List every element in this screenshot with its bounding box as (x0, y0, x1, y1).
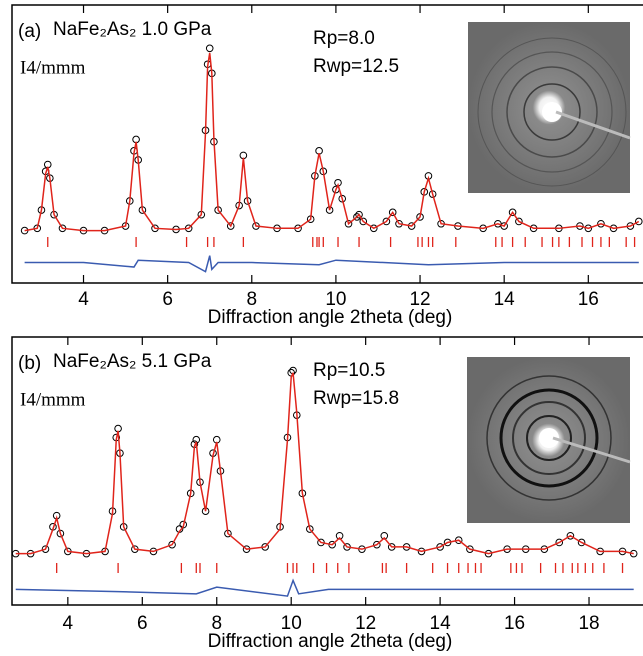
panel-label: (b) (18, 353, 41, 374)
observed-point (484, 549, 493, 558)
axis-frame (11, 336, 643, 606)
observed-point (226, 222, 235, 230)
x-tick-label: 4 (63, 613, 74, 634)
observed-point (355, 210, 363, 219)
x-tick-label: 8 (246, 289, 257, 310)
observed-point (205, 44, 214, 53)
observed-point (382, 217, 391, 226)
plot-area (20, 44, 643, 273)
difference-line (24, 255, 639, 273)
observed-point (359, 217, 368, 226)
observed-point (508, 208, 517, 217)
sample-label: NaFe₂As₂ 1.0 GPa (53, 19, 212, 40)
observed-point (515, 217, 523, 226)
observed-point (41, 545, 50, 553)
x-tick-label: 16 (504, 613, 525, 634)
x-tick-label: 10 (281, 613, 302, 634)
observed-point (388, 208, 397, 217)
sample-label: NaFe₂As₂ 5.1 GPa (53, 351, 212, 372)
r-factor: Rp=8.0 (313, 28, 375, 49)
observed-point (344, 219, 353, 228)
x-tick-label: 4 (78, 289, 89, 310)
plot-area (12, 366, 638, 597)
inset-image (468, 22, 631, 193)
observed-point (436, 543, 444, 551)
x-tick-label: 14 (430, 613, 452, 634)
observed-point (500, 222, 508, 230)
x-tick-label: 14 (494, 289, 516, 310)
calculated-line (15, 372, 634, 555)
inset-image (467, 357, 631, 523)
observed-point (566, 531, 575, 540)
observed-point (428, 190, 437, 198)
x-tick-label: 12 (409, 289, 430, 310)
x-tick-label: 6 (137, 613, 148, 634)
observed-point (373, 540, 381, 549)
axis-frame (11, 4, 643, 284)
observed-point (56, 529, 65, 538)
panel-label: (a) (18, 21, 41, 42)
x-axis-label: Diffraction angle 2theta (deg) (208, 307, 453, 328)
observed-point (168, 540, 176, 549)
observed-point (466, 545, 474, 553)
observed-point (369, 224, 378, 233)
x-tick-label: 6 (162, 289, 173, 310)
x-tick-label: 10 (325, 289, 346, 310)
r-factor: Rwp=15.8 (313, 388, 399, 409)
observed-point (597, 219, 605, 228)
space-group: I4/mmm (20, 389, 86, 410)
x-tick-label: 18 (578, 613, 599, 634)
r-factor: Rwp=12.5 (313, 56, 399, 77)
calculated-line (24, 52, 640, 232)
difference-line (15, 578, 634, 597)
observed-point (338, 194, 347, 203)
observed-point (555, 538, 564, 547)
observed-point (634, 217, 643, 226)
observed-point (417, 547, 426, 556)
r-factor: Rp=10.5 (313, 360, 385, 381)
x-tick-label: 8 (211, 613, 222, 634)
x-tick-label: 16 (578, 289, 599, 310)
x-tick-label: 12 (355, 613, 376, 634)
x-axis-label: Diffraction angle 2theta (deg) (208, 631, 453, 652)
observed-point (577, 538, 586, 547)
space-group: I4/mmm (20, 57, 86, 78)
observed-point (584, 224, 593, 233)
